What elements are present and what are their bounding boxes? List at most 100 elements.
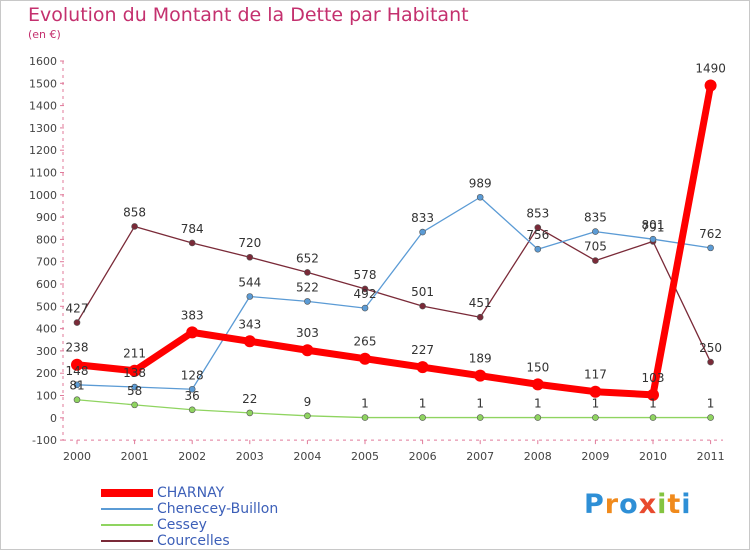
legend-label: Chenecey-Buillon [157,501,279,517]
data-label-chenecey-buillon: 522 [296,280,319,294]
data-point-chenecey-buillon [649,235,657,243]
data-label-charnay: 238 [66,341,89,355]
y-tick-label: 1400 [29,100,57,113]
data-point-courcelles [419,302,426,310]
data-point-cessey [131,401,138,409]
data-label-cessey: 1 [592,397,600,411]
data-label-cessey: 9 [304,395,312,409]
data-point-cessey [361,414,369,421]
data-point-chenecey-buillon [73,381,81,389]
logo-letter: i [681,489,692,520]
data-label-charnay: 189 [469,352,492,366]
data-point-charnay [416,361,429,374]
data-point-courcelles [304,269,311,276]
data-point-cessey [649,414,657,421]
y-tick-label: 0 [50,412,57,425]
data-label-courcelles: 427 [66,302,89,316]
chart-unit-label: (en €) [28,28,61,41]
logo-letter: x [638,489,658,520]
x-tick-label: 2004 [293,450,321,463]
y-tick-label: 700 [36,256,57,269]
data-label-courcelles: 853 [526,207,549,221]
x-tick-label: 2005 [351,450,379,463]
data-label-cessey: 1 [476,397,484,411]
data-label-chenecey-buillon: 544 [238,275,261,289]
data-point-chenecey-buillon [246,293,254,300]
y-tick-label: 1500 [29,77,57,90]
y-tick-label: 400 [36,323,57,336]
data-point-cessey [476,414,484,421]
logo-letter: i [657,489,668,520]
legend-label: Courcelles [157,533,230,549]
data-point-chenecey-buillon [707,244,714,252]
data-label-cessey: 1 [649,397,657,411]
data-label-charnay: 211 [123,347,146,361]
proxiti-logo: Proxiti [584,489,692,520]
data-point-cessey [246,409,254,417]
x-tick-label: 2002 [178,450,206,463]
data-label-charnay: 103 [642,371,665,385]
data-point-charnay [647,388,659,401]
data-point-cessey [304,412,311,420]
series-line-courcelles [76,225,712,363]
data-point-charnay [704,79,717,92]
data-label-chenecey-buillon: 801 [642,218,665,232]
y-tick-label: -100 [32,434,57,447]
x-tick-label: 2009 [581,450,609,463]
logo-letter: r [604,489,620,520]
data-label-courcelles: 451 [469,296,492,310]
data-label-chenecey-buillon: 762 [699,227,722,241]
x-tick-label: 2000 [63,450,91,463]
legend-swatch [101,508,153,510]
y-tick-label: 600 [36,278,57,291]
data-point-chenecey-buillon [361,304,369,312]
data-point-chenecey-buillon [419,228,426,236]
chart-title: Evolution du Montant de la Dette par Hab… [28,4,469,26]
data-point-cessey [73,396,81,404]
data-point-cessey [419,414,426,421]
data-label-charnay: 383 [181,308,204,322]
data-point-courcelles [361,285,369,293]
logo-letter: t [667,489,682,520]
data-point-charnay [531,378,544,391]
data-label-courcelles: 791 [642,220,665,234]
x-tick-label: 2001 [121,450,149,463]
data-point-cessey [592,414,599,421]
data-point-courcelles [73,319,81,326]
series-line-charnay [73,82,715,399]
y-tick-label: 1600 [29,55,57,68]
y-tick-label: 800 [36,233,57,246]
data-label-chenecey-buillon: 833 [411,211,434,225]
x-tick-label: 2011 [697,450,725,463]
legend-swatch [101,489,153,497]
series-line-cessey [76,399,712,419]
data-label-chenecey-buillon: 128 [181,368,204,382]
data-point-courcelles [246,253,254,261]
data-point-courcelles [131,223,138,230]
data-point-chenecey-buillon [592,228,599,235]
data-point-charnay [243,335,256,348]
data-point-chenecey-buillon [476,193,484,201]
data-label-cessey: 1 [361,397,369,411]
data-label-chenecey-buillon: 138 [123,366,146,380]
x-tick-label: 2006 [409,450,437,463]
logo-letter: o [619,489,639,520]
data-label-chenecey-buillon: 148 [66,364,89,378]
y-tick-label: 1000 [29,189,57,202]
data-label-charnay: 343 [238,317,261,331]
data-point-courcelles [707,358,714,366]
y-tick-label: 900 [36,211,57,224]
y-tick-label: 300 [36,345,57,358]
x-tick-label: 2003 [236,450,264,463]
data-label-charnay: 265 [354,335,377,349]
data-label-cessey: 81 [69,379,84,393]
data-label-charnay: 117 [584,368,607,382]
data-label-courcelles: 250 [699,341,722,355]
y-tick-label: 1200 [29,144,57,157]
data-label-courcelles: 720 [238,236,261,250]
data-label-cessey: 22 [242,392,257,406]
y-tick-label: 100 [36,390,57,403]
data-point-cessey [707,414,714,421]
